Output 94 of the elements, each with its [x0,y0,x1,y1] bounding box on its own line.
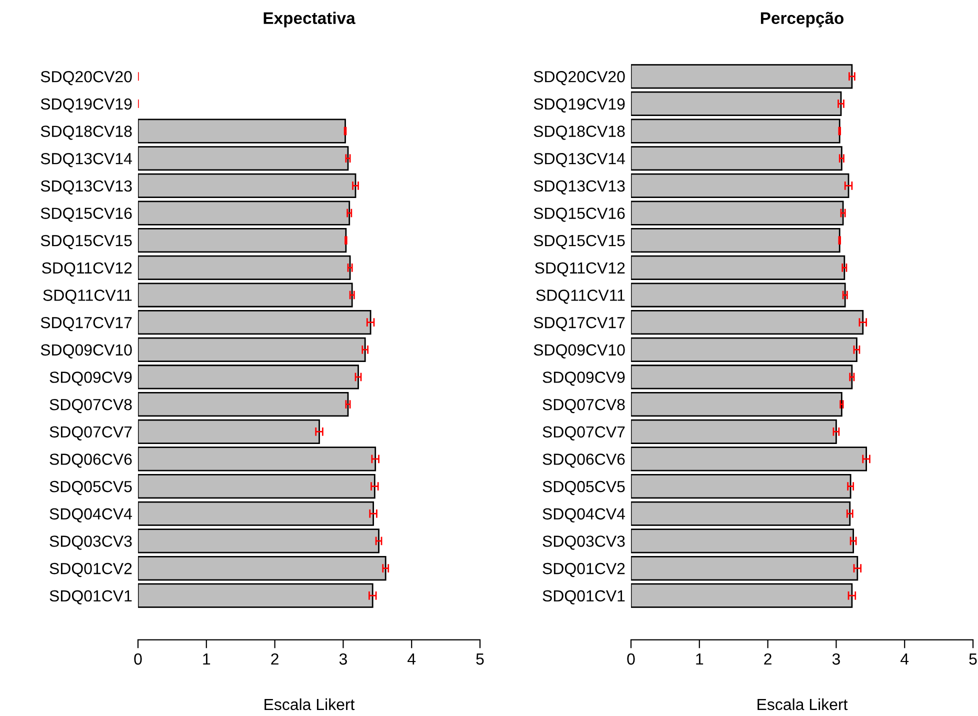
bar [631,501,851,526]
bar [138,556,386,581]
y-tick-label: SDQ01CV2 [50,562,132,578]
bar [631,583,853,608]
y-tick-label: SDQ20CV20 [534,71,625,86]
bar [631,91,842,116]
bar [138,146,349,171]
bar [631,146,842,171]
bar [138,392,349,417]
bar [138,282,353,308]
y-tick-label: SDQ17CV17 [40,316,132,332]
y-tick-label: SDQ13CV13 [534,180,625,195]
y-tick-label: SDQ15CV16 [534,208,625,222]
bar [138,528,380,554]
y-tick-label: SDQ01CV1 [542,590,625,604]
y-tick-label: SDQ04CV4 [50,508,132,522]
x-tick-label: 5 [969,654,977,665]
bar [138,583,374,608]
x-tick-label: 2 [764,653,772,665]
bar [138,501,374,526]
y-tick-label: SDQ19CV19 [40,98,132,113]
x-tick-label: 2 [271,653,278,665]
y-tick-label: SDQ11CV12 [42,262,132,276]
y-tick-label: SDQ20CV20 [40,71,132,86]
y-tick-label: SDQ11CV12 [535,262,625,276]
x-tick-label: 1 [203,654,210,665]
x-tick-label: 0 [134,653,142,665]
bar [631,419,837,444]
y-tick-label: SDQ09CV9 [542,372,625,386]
y-tick-label: SDQ06CV6 [542,454,625,468]
bar [138,310,372,335]
bar [631,446,867,472]
bar [631,200,844,226]
bar [631,173,850,198]
chart-title: Percepção [760,12,844,28]
x-axis-title: Escala Likert [264,698,355,710]
y-tick-label: SDQ01CV2 [542,562,625,578]
y-tick-label: SDQ13CV14 [534,153,625,168]
y-tick-label: SDQ11CV11 [43,290,132,304]
bar [631,282,846,308]
y-tick-label: SDQ13CV14 [40,153,132,168]
bar [138,255,351,280]
bar [631,364,853,390]
x-tick-label: 1 [696,654,704,665]
chart-title: Expectativa [264,12,356,28]
bar [631,310,864,335]
y-tick-label: SDQ07CV8 [50,398,132,414]
bar [138,228,347,253]
bar [138,419,320,444]
y-tick-label: SDQ15CV16 [40,208,132,222]
bar [138,474,376,499]
y-tick-label: SDQ19CV19 [534,98,625,113]
y-tick-label: SDQ09CV9 [50,372,132,386]
y-tick-label: SDQ01CV1 [50,590,132,604]
bar [631,337,858,362]
bar [631,255,846,280]
bar [138,118,346,144]
bar [138,364,359,390]
y-tick-label: SDQ06CV6 [50,454,132,468]
x-tick-label: 3 [832,653,840,665]
x-tick-label: 3 [339,653,347,665]
y-tick-label: SDQ09CV10 [534,344,625,358]
y-tick-label: SDQ03CV3 [50,536,132,550]
bar [631,556,858,581]
y-tick-label: SDQ05CV5 [50,480,132,496]
y-tick-label: SDQ17CV17 [534,316,625,332]
bar [138,200,350,226]
y-tick-label: SDQ15CV15 [534,234,625,250]
y-tick-label: SDQ09CV10 [40,344,132,358]
bar [631,228,840,253]
y-tick-label: SDQ18CV18 [534,126,625,140]
y-tick-label: SDQ04CV4 [542,508,625,522]
bar [631,64,853,89]
x-axis-title: Escala Likert [758,698,848,710]
y-tick-label: SDQ03CV3 [542,536,625,550]
bar [631,474,852,499]
bar [138,446,376,472]
x-tick-label: 4 [408,654,416,665]
bar [631,118,840,144]
y-tick-label: SDQ15CV15 [40,234,132,250]
y-tick-label: SDQ07CV7 [50,426,132,440]
bar [138,173,356,198]
y-tick-label: SDQ05CV5 [542,480,625,496]
bar [631,392,842,417]
y-tick-label: SDQ18CV18 [40,126,132,140]
y-tick-label: SDQ07CV8 [542,398,625,414]
x-tick-label: 5 [476,654,484,665]
x-tick-label: 0 [627,653,635,665]
y-tick-label: SDQ11CV11 [536,290,625,304]
x-tick-label: 4 [900,654,909,665]
y-tick-label: SDQ07CV7 [542,426,625,440]
bar [138,337,366,362]
y-tick-label: SDQ13CV13 [40,180,132,195]
bar [631,528,854,554]
